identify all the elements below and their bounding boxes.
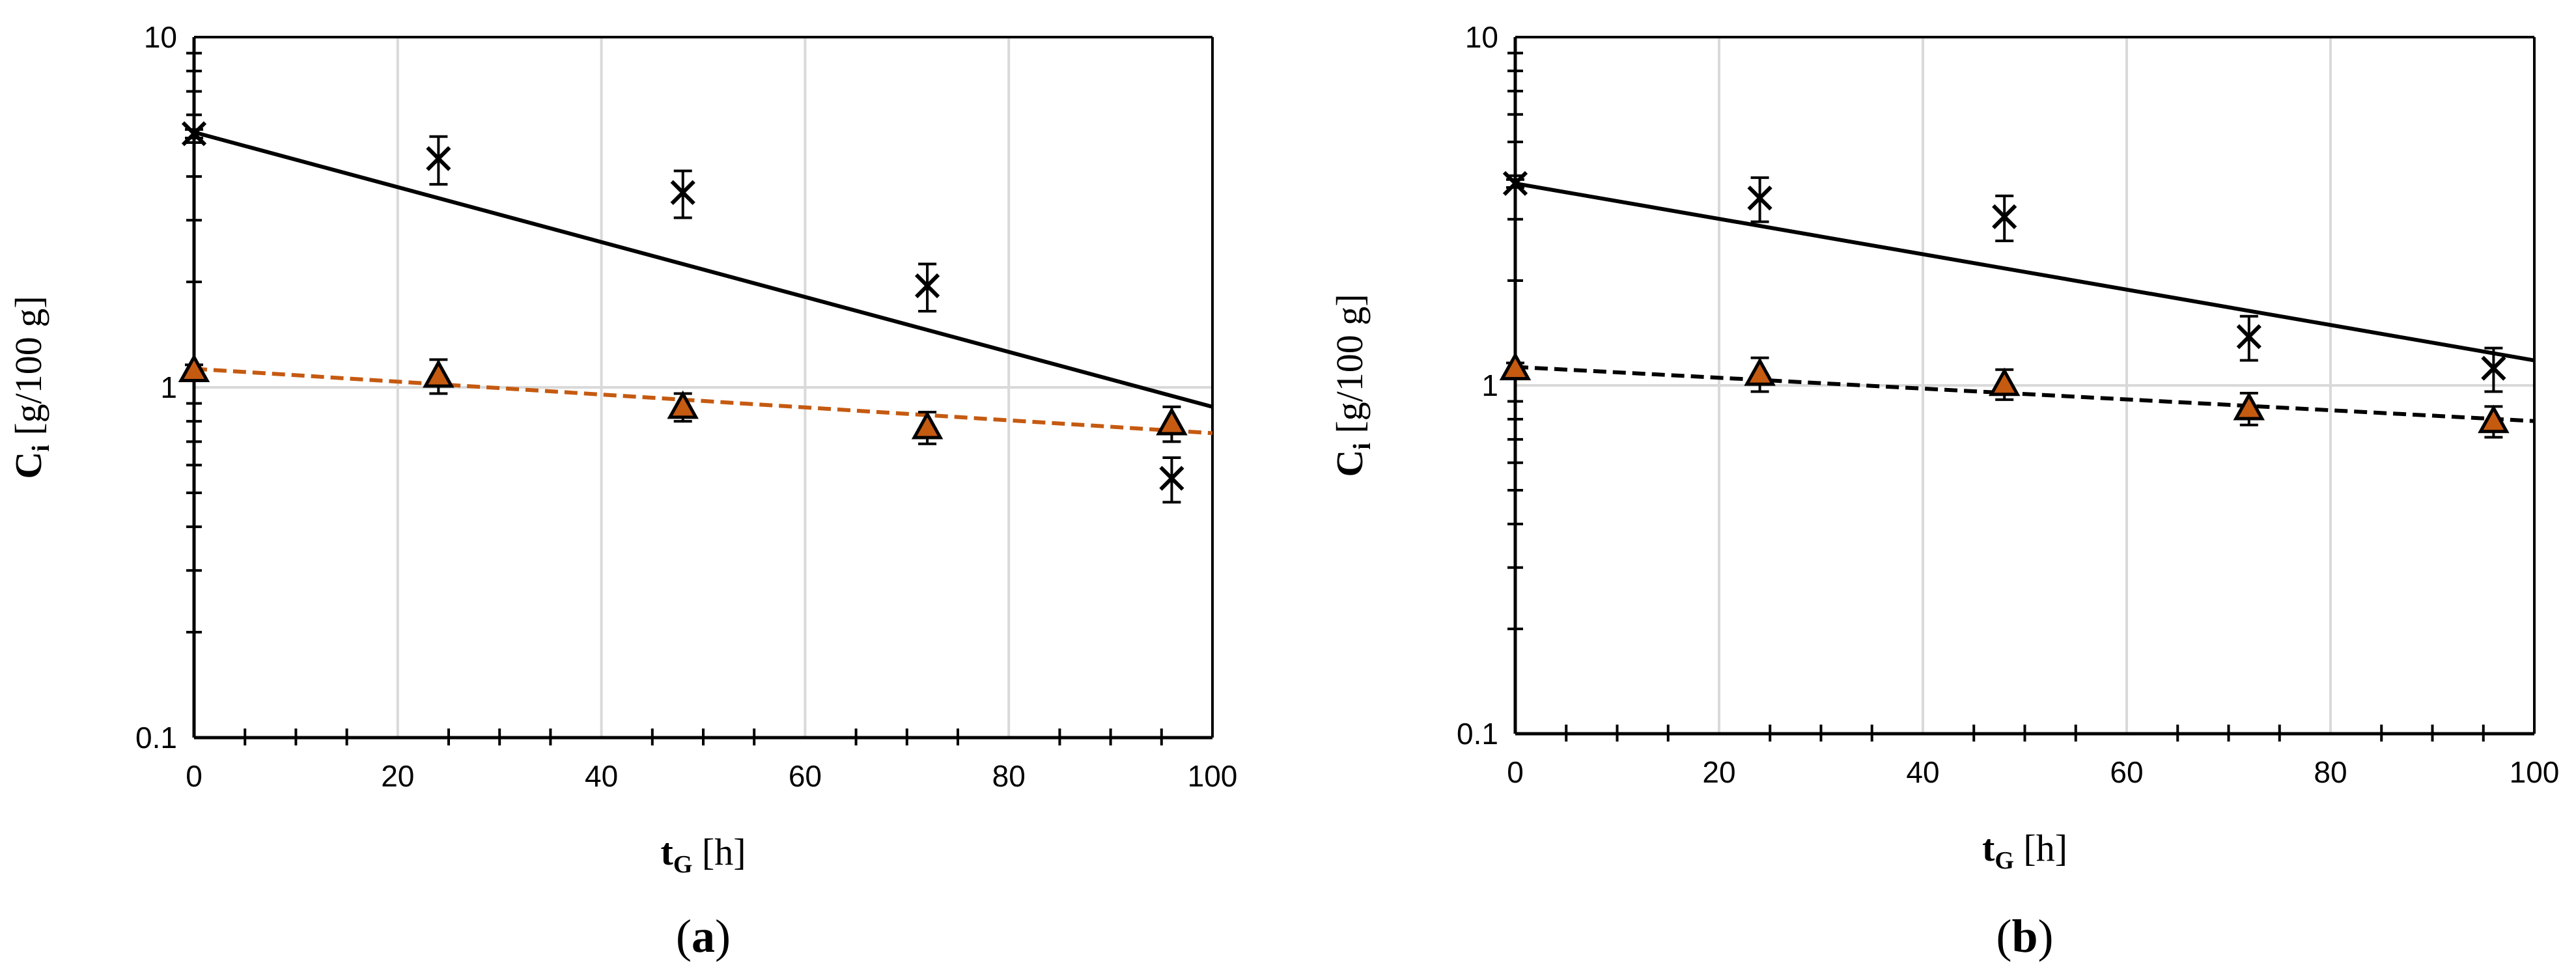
data-point-triangle — [2478, 404, 2510, 434]
y-tick-label: 10 — [144, 20, 177, 54]
panel-label-open: ( — [676, 910, 692, 962]
x-tick-label: 20 — [1702, 755, 1735, 789]
data-point-triangle — [2233, 391, 2265, 421]
x-axis-title: tG [h] — [660, 831, 746, 878]
x-axis-title-sub: G — [673, 851, 693, 878]
data-point-cross — [1502, 171, 1528, 196]
x-tick-label: 60 — [789, 759, 822, 793]
data-point-triangle — [667, 390, 699, 419]
y-axis-title-unit: [g/100 g] — [7, 296, 49, 445]
x-tick-label: 80 — [2314, 755, 2347, 789]
x-tick-label: 80 — [992, 759, 1026, 793]
y-axis-title-sub: i — [27, 445, 55, 452]
panel-label-letter: a — [692, 910, 715, 962]
y-axis-title-main: C — [1328, 450, 1371, 477]
y-axis-title: Ci [g/100 g] — [1328, 294, 1376, 477]
fit-line-solid — [1515, 181, 2535, 363]
data-point-cross — [670, 180, 695, 205]
y-tick-label: 0.1 — [1457, 717, 1498, 751]
data-point-cross — [914, 273, 940, 299]
data-point-cross — [2236, 324, 2261, 350]
data-point-triangle — [1744, 357, 1776, 386]
data-point-cross — [2481, 355, 2506, 381]
y-axis-title-sub: i — [1349, 443, 1376, 450]
x-tick-label: 0 — [186, 759, 203, 793]
fit-line-dashed — [193, 367, 1213, 436]
data-point-cross — [1992, 204, 2017, 230]
x-tick-label: 0 — [1507, 755, 1524, 789]
x-tick-label: 100 — [1188, 759, 1238, 793]
data-point-cross — [181, 121, 207, 146]
data-point-cross — [426, 146, 451, 171]
x-tick-label: 100 — [2510, 755, 2560, 789]
data-point-triangle — [1156, 406, 1188, 436]
panel-a: 0 20 40 60 80 100 0.1 1 10 tG [h] Ci [g/100 g] (a) — [7, 20, 1237, 962]
x-tick-label: 40 — [585, 759, 618, 793]
y-tick-label: 1 — [1481, 368, 1498, 402]
panel-label-letter: b — [2011, 910, 2037, 962]
y-axis-title-unit: [g/100 g] — [1328, 294, 1371, 443]
x-axis-title-main: t — [660, 831, 673, 873]
x-axis-title-unit: [h] — [692, 831, 746, 873]
y-tick-label: 10 — [1465, 20, 1498, 54]
data-point-triangle — [1988, 367, 2021, 396]
data-point-triangle — [423, 359, 455, 388]
x-tick-label: 40 — [1906, 755, 1939, 789]
x-axis-title-main: t — [1982, 827, 1995, 869]
x-axis-title-sub: G — [1995, 847, 2014, 874]
fit-line-dashed — [1515, 365, 2535, 423]
data-point-triangle — [1499, 352, 1532, 381]
y-axis-title-main: C — [7, 452, 49, 479]
data-point-triangle — [178, 354, 210, 383]
panel-b: 0 20 40 60 80 100 0.1 1 10 tG [h] Ci [g/100 g] (b) — [1328, 20, 2559, 962]
x-tick-label: 60 — [2110, 755, 2143, 789]
panel-label-close: ) — [2038, 910, 2054, 962]
data-point-cross — [1747, 186, 1772, 211]
y-axis-title: Ci [g/100 g] — [7, 296, 55, 479]
y-tick-label: 0.1 — [135, 721, 177, 755]
y-tick-label: 1 — [160, 370, 177, 404]
data-point-triangle — [911, 410, 944, 439]
x-axis-title: tG [h] — [1982, 827, 2067, 874]
fit-line-solid — [193, 130, 1213, 409]
panel-label-open: ( — [1996, 910, 2011, 962]
data-point-cross — [1159, 465, 1184, 491]
x-tick-label: 20 — [381, 759, 414, 793]
panel-label-close: ) — [715, 910, 731, 962]
panel-label: (a) — [676, 910, 731, 962]
x-axis-title-unit: [h] — [2014, 827, 2067, 869]
panel-label: (b) — [1996, 910, 2053, 962]
